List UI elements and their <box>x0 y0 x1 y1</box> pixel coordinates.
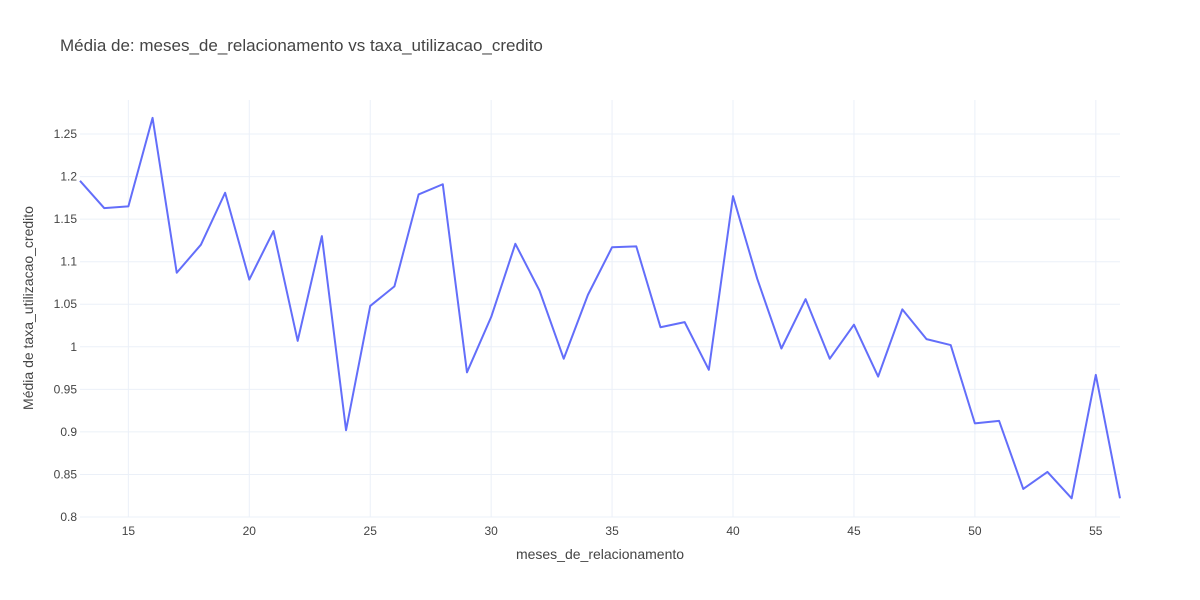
y-tick-label: 0.9 <box>60 425 77 439</box>
x-tick-label: 30 <box>484 524 498 538</box>
x-tick-label: 20 <box>243 524 257 538</box>
data-point <box>684 321 686 323</box>
data-point <box>708 369 710 371</box>
y-tick-label: 0.8 <box>60 510 77 524</box>
data-point <box>345 429 347 431</box>
series <box>79 116 1121 500</box>
data-point <box>780 347 782 349</box>
data-point <box>539 290 541 292</box>
data-point <box>369 305 371 307</box>
x-tick-label: 50 <box>968 524 982 538</box>
data-point <box>393 285 395 287</box>
grid <box>80 100 1120 518</box>
y-tick-label: 0.85 <box>54 467 78 481</box>
y-tick-label: 1.05 <box>54 297 78 311</box>
data-point <box>176 272 178 274</box>
data-point <box>127 205 129 207</box>
data-point <box>321 235 323 237</box>
data-point <box>587 294 589 296</box>
y-axis-label: Média de taxa_utilizacao_credito <box>20 206 36 410</box>
data-point <box>926 338 928 340</box>
x-axis-ticks: 15 20 25 30 35 40 45 50 55 <box>122 524 1103 538</box>
data-point <box>877 376 879 378</box>
data-point <box>974 422 976 424</box>
series-line <box>79 116 1121 500</box>
x-tick-label: 40 <box>726 524 740 538</box>
data-point <box>563 358 565 360</box>
data-point <box>442 183 444 185</box>
data-point <box>103 207 105 209</box>
data-point <box>79 180 81 182</box>
x-tick-label: 25 <box>364 524 378 538</box>
data-point <box>1071 497 1073 499</box>
data-point <box>611 246 613 248</box>
data-point <box>732 195 734 197</box>
x-axis-label: meses_de_relacionamento <box>516 546 684 562</box>
data-point <box>272 230 274 232</box>
data-point <box>659 326 661 328</box>
data-point <box>224 192 226 194</box>
data-point <box>418 193 420 195</box>
data-point <box>1022 488 1024 490</box>
data-point <box>829 358 831 360</box>
data-point <box>514 243 516 245</box>
x-tick-label: 15 <box>122 524 136 538</box>
data-point <box>635 245 637 247</box>
y-tick-label: 1.2 <box>60 170 77 184</box>
x-tick-label: 35 <box>605 524 619 538</box>
data-point <box>950 344 952 346</box>
y-axis-ticks: 0.8 0.85 0.9 0.95 1 1.05 1.1 1.15 1.2 1.25 <box>54 127 78 524</box>
y-tick-label: 1.25 <box>54 127 78 141</box>
data-point <box>297 340 299 342</box>
data-point <box>998 420 1000 422</box>
x-tick-label: 45 <box>847 524 861 538</box>
data-point <box>248 279 250 281</box>
data-point <box>1046 471 1048 473</box>
data-point <box>466 371 468 373</box>
data-point <box>901 308 903 310</box>
x-tick-label: 55 <box>1089 524 1103 538</box>
data-point <box>490 316 492 318</box>
y-tick-label: 1.15 <box>54 212 78 226</box>
data-point <box>805 298 807 300</box>
y-tick-label: 0.95 <box>54 382 78 396</box>
chart-title: Média de: meses_de_relacionamento vs tax… <box>60 36 543 55</box>
data-point <box>853 324 855 326</box>
data-point <box>756 278 758 280</box>
data-point <box>1119 497 1121 499</box>
data-point <box>1095 374 1097 376</box>
y-tick-label: 1.1 <box>60 255 77 269</box>
data-point <box>200 244 202 246</box>
y-tick-label: 1 <box>70 340 77 354</box>
data-point <box>152 117 154 119</box>
